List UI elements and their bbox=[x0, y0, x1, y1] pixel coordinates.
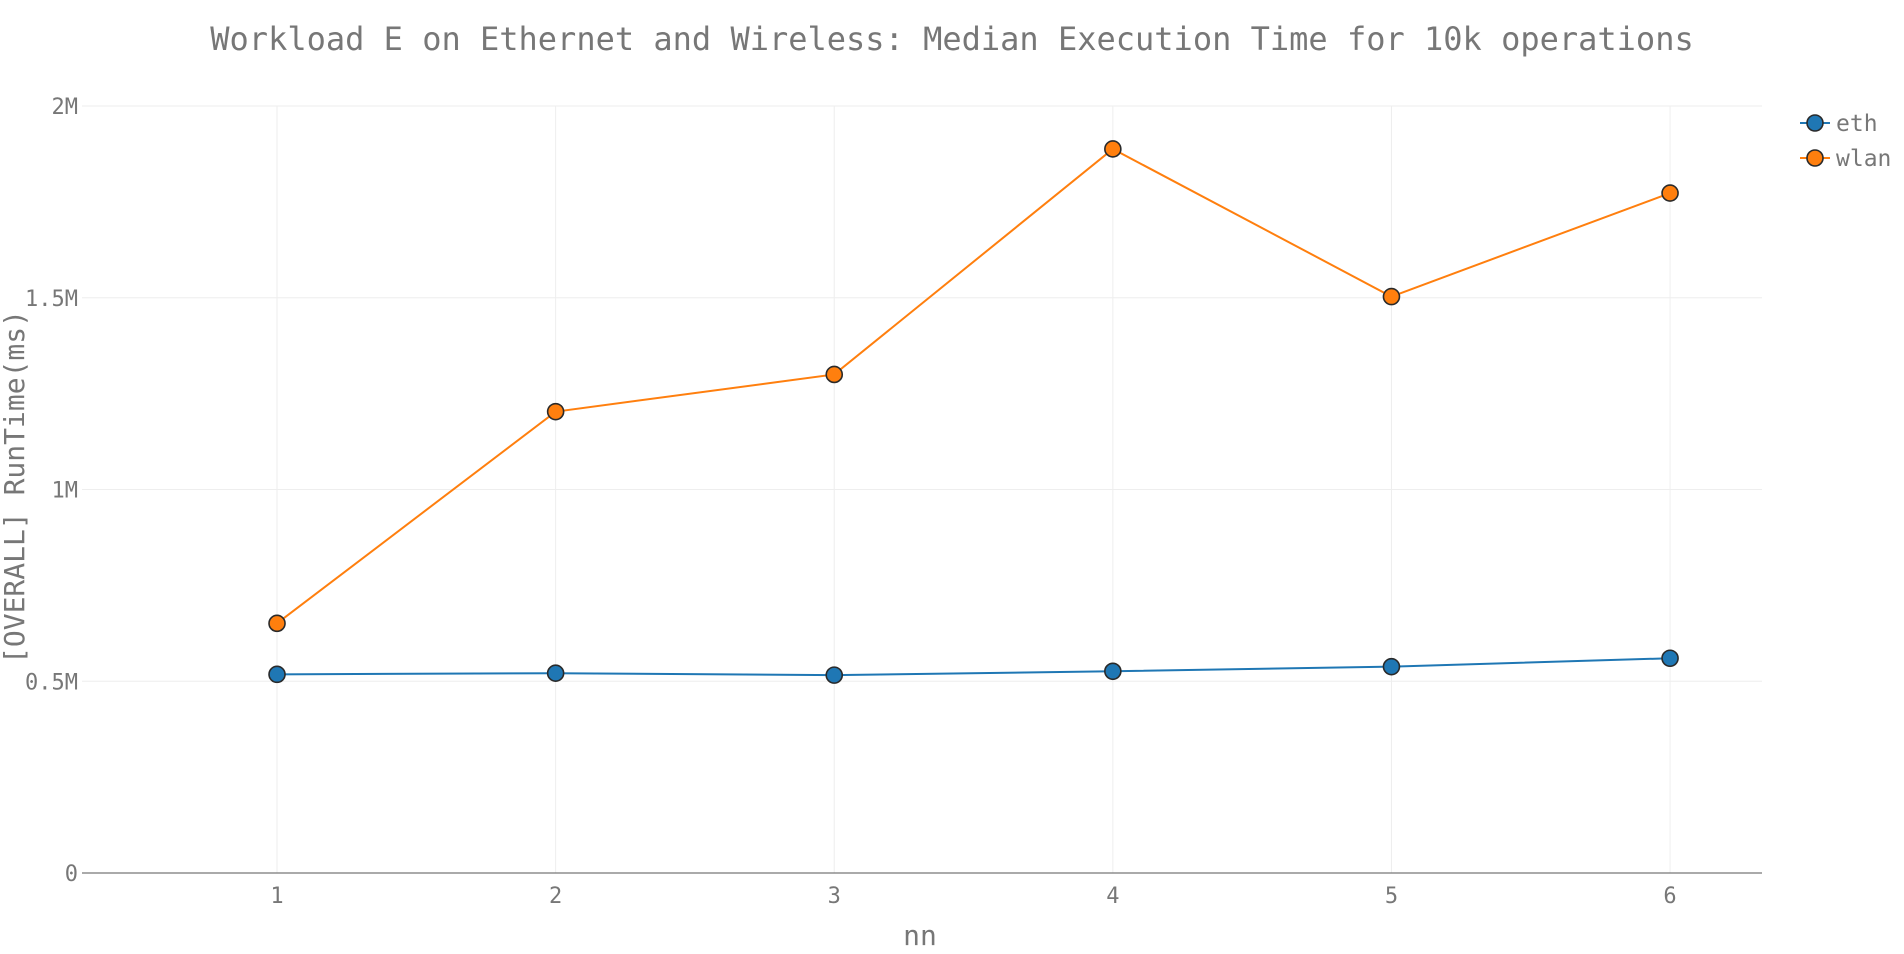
y-axis-title: [OVERALL] RunTime(ms) bbox=[0, 310, 31, 664]
y-tick-label: 0 bbox=[65, 862, 78, 887]
data-point-wlan[interactable] bbox=[826, 366, 842, 382]
data-point-wlan[interactable] bbox=[548, 404, 564, 420]
data-point-eth[interactable] bbox=[1383, 659, 1399, 675]
legend-marker-swatch bbox=[1807, 150, 1823, 166]
y-tick-label: 1.5M bbox=[25, 287, 78, 312]
data-point-wlan[interactable] bbox=[1662, 185, 1678, 201]
x-tick-label: 2 bbox=[549, 884, 562, 909]
x-tick-label: 3 bbox=[828, 884, 841, 909]
data-point-eth[interactable] bbox=[1105, 663, 1121, 679]
legend-label: wlan bbox=[1836, 146, 1891, 172]
x-tick-label: 6 bbox=[1663, 884, 1676, 909]
chart-title: Workload E on Ethernet and Wireless: Med… bbox=[210, 20, 1693, 58]
data-point-wlan[interactable] bbox=[269, 615, 285, 631]
data-point-eth[interactable] bbox=[826, 667, 842, 683]
data-point-eth[interactable] bbox=[548, 665, 564, 681]
legend-marker-swatch bbox=[1807, 115, 1823, 131]
data-point-wlan[interactable] bbox=[1383, 289, 1399, 305]
data-point-wlan[interactable] bbox=[1105, 141, 1121, 157]
y-tick-label: 1M bbox=[52, 479, 79, 504]
y-tick-label: 0.5M bbox=[25, 670, 78, 695]
x-tick-label: 4 bbox=[1106, 884, 1119, 909]
x-tick-label: 1 bbox=[270, 884, 283, 909]
x-axis-title: nn bbox=[903, 919, 937, 950]
data-point-eth[interactable] bbox=[269, 666, 285, 682]
y-tick-label: 2M bbox=[52, 95, 79, 120]
data-point-eth[interactable] bbox=[1662, 650, 1678, 666]
x-tick-label: 5 bbox=[1385, 884, 1398, 909]
legend-label: eth bbox=[1836, 111, 1878, 137]
